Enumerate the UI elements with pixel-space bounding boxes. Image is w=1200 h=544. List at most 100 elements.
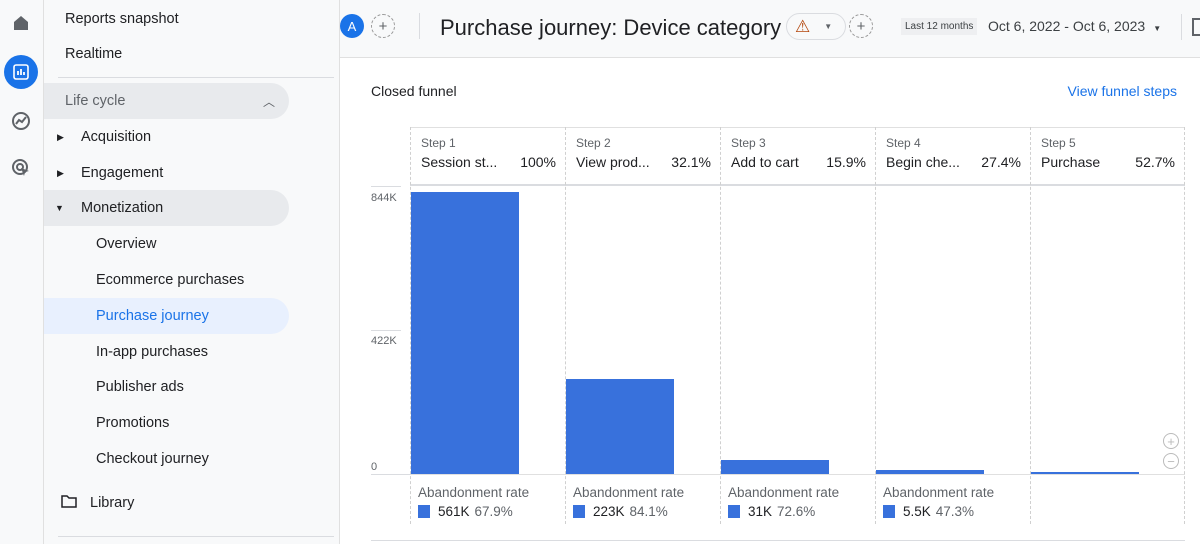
section-label: Life cycle [65,93,126,109]
abandonment-count: 561K [438,504,470,519]
caret-right-icon: ▶ [57,167,64,178]
funnel-column: Step 5 Purchase 52.7% [1030,127,1185,524]
label: Engagement [81,165,164,181]
abandonment-rate: 72.6% [777,504,816,519]
caret-down-icon: ▼ [824,22,833,31]
step-label: Begin che... [886,154,960,170]
divider [58,536,334,537]
abandonment-rate: 67.9% [474,504,513,519]
sidebar-item-realtime[interactable]: Realtime [65,46,123,62]
divider [58,77,334,78]
page-title: Purchase journey: Device category [440,15,782,40]
step-number: Step 1 [421,136,456,150]
sidebar-item-publisher-ads[interactable]: Publisher ads [96,379,184,395]
step-percent: 32.1% [671,154,711,170]
abandonment-count: 223K [593,504,625,519]
step-number: Step 3 [731,136,766,150]
legend-swatch [728,505,740,518]
legend-swatch [883,505,895,518]
reports-icon[interactable] [4,55,38,89]
sidebar-item-purchase-journey[interactable]: Purchase journey [44,298,289,334]
legend-swatch [418,505,430,518]
zoom-out-icon[interactable]: − [1163,453,1179,469]
date-range-text: Oct 6, 2022 - Oct 6, 2023 [988,18,1146,34]
y-tick-label: 0 [371,461,378,473]
abandonment-rate: 47.3% [935,504,975,519]
date-range-label: Last 12 months [901,18,978,35]
warning-icon: ⚠ [795,16,811,36]
step-number: Step 5 [1041,136,1076,150]
funnel-bar[interactable] [876,470,984,474]
abandonment-cell: Abandonment rate 5.5K 47.3% [875,474,1030,524]
zoom-in-icon[interactable]: + [1163,433,1179,449]
nav-rail [0,0,44,544]
y-tick-label: 422K [371,335,397,347]
step-label: Purchase [1041,154,1101,170]
abandonment-cell: Abandonment rate 31K 72.6% [720,474,875,524]
y-tick-label: 844K [371,192,397,204]
sidebar: Reports snapshot Realtime Life cycle ︿ ▶ A… [44,0,340,544]
caret-down-icon: ▼ [1153,24,1162,33]
avatar[interactable]: A [340,14,364,38]
step-number: Step 2 [576,136,611,150]
abandonment-count: 31K [748,504,773,519]
caret-down-icon: ▼ [55,203,64,213]
report-header: A + Purchase journey: Device category ⚠ ▼… [340,0,1200,58]
step-label: Session st... [421,154,498,170]
sidebar-item-reports-snapshot[interactable]: Reports snapshot [65,11,179,27]
step-percent: 52.7% [1135,154,1175,170]
sidebar-item-acquisition[interactable]: ▶ Acquisition [44,119,289,155]
gridline [371,330,401,331]
funnel-header [410,127,1185,186]
customize-report-icon[interactable] [1192,18,1200,36]
date-range-picker[interactable]: Oct 6, 2022 - Oct 6, 2023 ▼ [988,18,1161,34]
funnel-column: Step 2 View prod... 32.1% [565,127,720,524]
explore-icon[interactable] [4,104,38,138]
funnel-bar[interactable] [566,379,674,474]
sidebar-item-checkout-journey[interactable]: Checkout journey [96,451,209,467]
abandonment-cell: Abandonment rate 561K 67.9% [410,474,565,524]
abandonment-label: Abandonment rate [418,485,530,500]
funnel-bar[interactable] [1031,471,1139,474]
funnel-column: Step 4 Begin che... 27.4% [875,127,1030,524]
sidebar-item-monetization[interactable]: ▼ Monetization [44,190,289,226]
step-percent: 100% [520,154,556,170]
section-life-cycle[interactable]: Life cycle ︿ [44,83,289,119]
sidebar-item-engagement[interactable]: ▶ Engagement [44,155,289,191]
view-funnel-steps-link[interactable]: View funnel steps [1067,83,1177,99]
step-number: Step 4 [886,136,921,150]
sidebar-item-overview[interactable]: Overview [96,236,157,252]
funnel-column: Step 3 Add to cart 15.9% [720,127,875,524]
abandonment-cell [1030,474,1185,524]
abandonment-label: Abandonment rate [883,485,995,500]
label: Acquisition [81,129,152,145]
add-filter-button[interactable]: + [849,14,873,38]
chevron-up-icon: ︿ [262,94,275,109]
step-percent: 27.4% [981,154,1021,170]
step-percent: 15.9% [826,154,866,170]
abandonment-label: Abandonment rate [573,485,685,500]
divider [371,540,1185,541]
abandonment-count: 5.5K [903,504,931,519]
abandonment-rate: 84.1% [629,504,668,519]
advertising-icon[interactable] [4,151,38,185]
warning-dropdown[interactable]: ⚠ ▼ [786,13,846,40]
home-icon[interactable] [4,6,38,40]
step-label: Add to cart [731,154,799,170]
step-label: View prod... [576,154,650,170]
funnel-bar[interactable] [411,192,519,474]
funnel-bar[interactable] [721,459,829,474]
sidebar-item-library[interactable]: Library [44,485,289,521]
sidebar-item-in-app-purchases[interactable]: In-app purchases [96,344,209,360]
sidebar-item-ecommerce-purchases[interactable]: Ecommerce purchases [96,272,245,288]
divider [419,13,420,39]
gridline [371,186,401,187]
legend-swatch [573,505,585,518]
label: Library [90,495,135,511]
folder-icon [61,494,90,512]
abandonment-label: Abandonment rate [728,485,840,500]
add-comparison-button[interactable]: + [371,14,395,38]
baseline [371,474,410,475]
sidebar-item-promotions[interactable]: Promotions [96,415,170,431]
abandonment-cell: Abandonment rate 223K 84.1% [565,474,720,524]
